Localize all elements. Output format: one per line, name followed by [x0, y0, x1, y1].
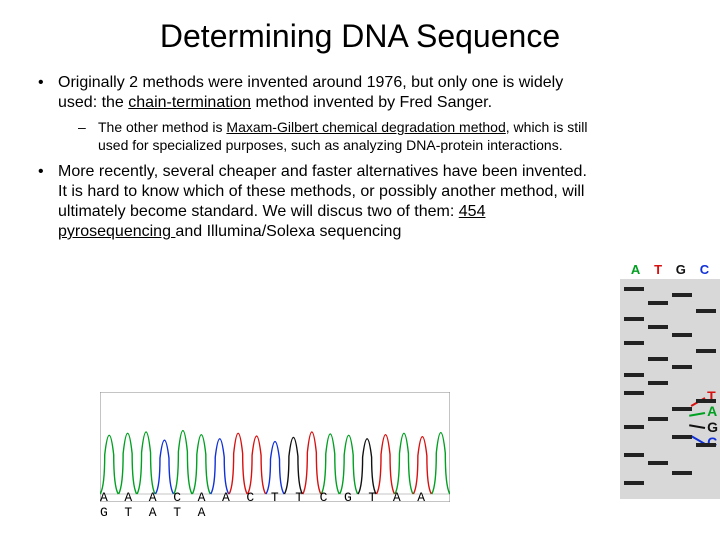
content-area: Originally 2 methods were invented aroun…	[0, 73, 720, 242]
gel-band	[648, 417, 668, 421]
gel-band	[624, 373, 644, 377]
gel-header-label: A	[631, 262, 640, 277]
gel-band	[624, 453, 644, 457]
gel-band	[648, 461, 668, 465]
gel-band	[672, 333, 692, 337]
bullet-1-underline: chain-termination	[128, 94, 251, 111]
gel-header: ATGC	[620, 260, 720, 279]
gel-band	[624, 481, 644, 485]
gel-band	[648, 381, 668, 385]
gel-band	[696, 349, 716, 353]
bullet-2-post: and Illumina/Solexa sequencing	[175, 223, 401, 240]
sub-1-pre: The other method is	[98, 119, 226, 135]
bullet-1-post: method invented by Fred Sanger.	[251, 94, 492, 111]
gel-band	[696, 309, 716, 313]
bullet-2-pre: More recently, several cheaper and faste…	[58, 163, 587, 220]
gel-band	[672, 293, 692, 297]
gel-band	[624, 287, 644, 291]
page-title: Determining DNA Sequence	[0, 0, 720, 73]
gel-legend-item: G	[689, 420, 718, 435]
bullet-2: More recently, several cheaper and faste…	[30, 162, 600, 242]
gel-band	[624, 317, 644, 321]
gel-image: ATGC TAGC	[620, 260, 720, 520]
gel-band	[624, 341, 644, 345]
gel-header-label: C	[700, 262, 709, 277]
chromatogram-letters: A A A C A A C T T C G T A A G T A T A	[100, 490, 450, 520]
gel-band	[648, 357, 668, 361]
sub-1-underline: Maxam-Gilbert chemical degradation metho…	[226, 119, 505, 135]
gel-band	[624, 391, 644, 395]
gel-header-label: G	[676, 262, 686, 277]
gel-band	[648, 301, 668, 305]
gel-legend-item: A	[689, 404, 718, 419]
gel-band	[672, 365, 692, 369]
bullet-1: Originally 2 methods were invented aroun…	[30, 73, 600, 154]
gel-band	[672, 407, 692, 411]
gel-band	[672, 435, 692, 439]
gel-band	[696, 443, 716, 447]
sub-bullet-1: The other method is Maxam-Gilbert chemic…	[58, 119, 600, 154]
gel-header-label: T	[654, 262, 662, 277]
chromatogram-chart	[100, 392, 450, 502]
gel-band	[696, 399, 716, 403]
gel-band	[672, 471, 692, 475]
gel-band	[624, 425, 644, 429]
gel-body: TAGC	[620, 279, 720, 499]
gel-band	[648, 325, 668, 329]
